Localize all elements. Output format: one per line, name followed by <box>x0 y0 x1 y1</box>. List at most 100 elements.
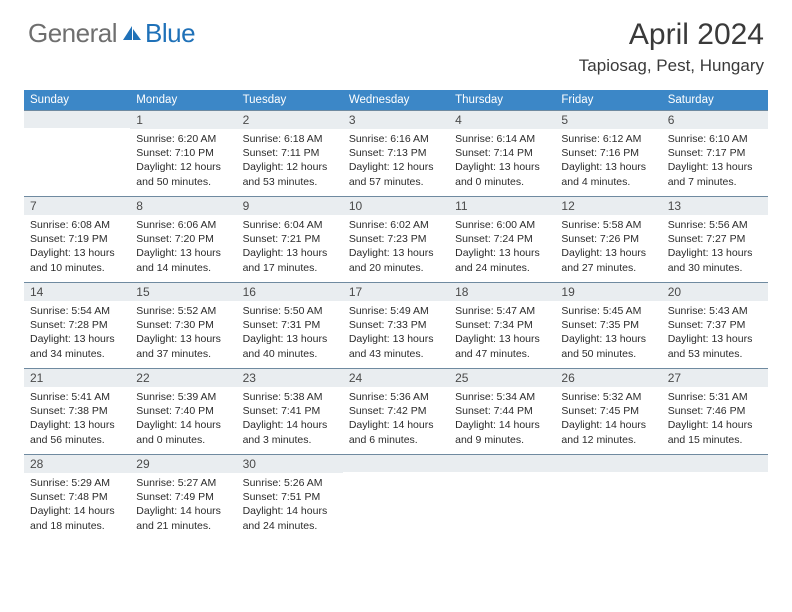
sunset-line: Sunset: 7:30 PM <box>136 318 230 332</box>
daylight-line: and 53 minutes. <box>243 175 337 189</box>
daylight-line: Daylight: 13 hours <box>136 332 230 346</box>
sunset-line: Sunset: 7:48 PM <box>30 490 124 504</box>
sunrise-line: Sunrise: 6:18 AM <box>243 132 337 146</box>
daylight-line: and 15 minutes. <box>668 433 762 447</box>
day-cell: 30Sunrise: 5:26 AMSunset: 7:51 PMDayligh… <box>237 454 343 540</box>
daylight-line: Daylight: 14 hours <box>30 504 124 518</box>
daylight-line: Daylight: 12 hours <box>349 160 443 174</box>
day-cell: 6Sunrise: 6:10 AMSunset: 7:17 PMDaylight… <box>662 110 768 196</box>
sunrise-line: Sunrise: 5:29 AM <box>30 476 124 490</box>
day-data: Sunrise: 6:02 AMSunset: 7:23 PMDaylight:… <box>343 215 449 279</box>
sunrise-line: Sunrise: 5:26 AM <box>243 476 337 490</box>
sunrise-line: Sunrise: 5:41 AM <box>30 390 124 404</box>
daylight-line: and 50 minutes. <box>561 347 655 361</box>
day-number: 7 <box>24 196 130 215</box>
sunset-line: Sunset: 7:49 PM <box>136 490 230 504</box>
day-data: Sunrise: 5:38 AMSunset: 7:41 PMDaylight:… <box>237 387 343 451</box>
day-cell: 19Sunrise: 5:45 AMSunset: 7:35 PMDayligh… <box>555 282 661 368</box>
daylight-line: Daylight: 13 hours <box>30 332 124 346</box>
location-text: Tapiosag, Pest, Hungary <box>579 56 764 76</box>
day-number: 10 <box>343 196 449 215</box>
daylight-line: and 40 minutes. <box>243 347 337 361</box>
day-cell: 3Sunrise: 6:16 AMSunset: 7:13 PMDaylight… <box>343 110 449 196</box>
daylight-line: Daylight: 13 hours <box>349 246 443 260</box>
daylight-line: and 9 minutes. <box>455 433 549 447</box>
day-data: Sunrise: 6:08 AMSunset: 7:19 PMDaylight:… <box>24 215 130 279</box>
day-number: 26 <box>555 368 661 387</box>
brand-part1: General <box>28 18 117 49</box>
sunset-line: Sunset: 7:44 PM <box>455 404 549 418</box>
sunrise-line: Sunrise: 5:36 AM <box>349 390 443 404</box>
sunrise-line: Sunrise: 5:47 AM <box>455 304 549 318</box>
brand-logo: General Blue <box>28 18 195 49</box>
daylight-line: Daylight: 14 hours <box>243 418 337 432</box>
day-number: 28 <box>24 454 130 473</box>
sunset-line: Sunset: 7:45 PM <box>561 404 655 418</box>
sunset-line: Sunset: 7:37 PM <box>668 318 762 332</box>
day-number: 20 <box>662 282 768 301</box>
sunset-line: Sunset: 7:16 PM <box>561 146 655 160</box>
day-number: 8 <box>130 196 236 215</box>
day-number: 5 <box>555 110 661 129</box>
week-row: 14Sunrise: 5:54 AMSunset: 7:28 PMDayligh… <box>24 282 768 368</box>
daylight-line: and 21 minutes. <box>136 519 230 533</box>
day-cell: 18Sunrise: 5:47 AMSunset: 7:34 PMDayligh… <box>449 282 555 368</box>
dayhead-mon: Monday <box>130 90 236 110</box>
day-number: 6 <box>662 110 768 129</box>
day-data: Sunrise: 5:56 AMSunset: 7:27 PMDaylight:… <box>662 215 768 279</box>
sunset-line: Sunset: 7:24 PM <box>455 232 549 246</box>
sunset-line: Sunset: 7:38 PM <box>30 404 124 418</box>
daylight-line: Daylight: 14 hours <box>349 418 443 432</box>
day-cell <box>555 454 661 540</box>
day-number: 24 <box>343 368 449 387</box>
daylight-line: Daylight: 13 hours <box>561 332 655 346</box>
day-data: Sunrise: 5:41 AMSunset: 7:38 PMDaylight:… <box>24 387 130 451</box>
daylight-line: and 20 minutes. <box>349 261 443 275</box>
sunset-line: Sunset: 7:14 PM <box>455 146 549 160</box>
day-cell: 28 Sunrise: 5:29 AMSunset: 7:48 PMDayligh… <box>24 454 130 540</box>
daylight-line: Daylight: 13 hours <box>668 160 762 174</box>
day-data: Sunrise: 5:54 AMSunset: 7:28 PMDaylight:… <box>24 301 130 365</box>
day-data: Sunrise: 6:14 AMSunset: 7:14 PMDaylight:… <box>449 129 555 193</box>
day-cell <box>343 454 449 540</box>
sunrise-line: Sunrise: 5:56 AM <box>668 218 762 232</box>
daylight-line: and 37 minutes. <box>136 347 230 361</box>
sunrise-line: Sunrise: 6:00 AM <box>455 218 549 232</box>
daylight-line: Daylight: 13 hours <box>349 332 443 346</box>
daylight-line: and 47 minutes. <box>455 347 549 361</box>
day-cell <box>662 454 768 540</box>
sunset-line: Sunset: 7:46 PM <box>668 404 762 418</box>
sunrise-line: Sunrise: 6:12 AM <box>561 132 655 146</box>
day-number: 22 <box>130 368 236 387</box>
day-data: Sunrise: 5:49 AMSunset: 7:33 PMDaylight:… <box>343 301 449 365</box>
day-number: 13 <box>662 196 768 215</box>
sunrise-line: Sunrise: 6:20 AM <box>136 132 230 146</box>
day-cell: 12Sunrise: 5:58 AMSunset: 7:26 PMDayligh… <box>555 196 661 282</box>
sunset-line: Sunset: 7:11 PM <box>243 146 337 160</box>
day-data: Sunrise: 5:27 AMSunset: 7:49 PMDaylight:… <box>130 473 236 537</box>
day-data: Sunrise: 6:04 AMSunset: 7:21 PMDaylight:… <box>237 215 343 279</box>
daylight-line: and 14 minutes. <box>136 261 230 275</box>
sunset-line: Sunset: 7:41 PM <box>243 404 337 418</box>
day-number: 23 <box>237 368 343 387</box>
daylight-line: Daylight: 14 hours <box>136 418 230 432</box>
daylight-line: and 12 minutes. <box>561 433 655 447</box>
daylight-line: Daylight: 14 hours <box>668 418 762 432</box>
day-data: Sunrise: 6:16 AMSunset: 7:13 PMDaylight:… <box>343 129 449 193</box>
daylight-line: Daylight: 14 hours <box>561 418 655 432</box>
sunrise-line: Sunrise: 6:04 AM <box>243 218 337 232</box>
day-cell <box>449 454 555 540</box>
sunrise-line: Sunrise: 5:43 AM <box>668 304 762 318</box>
empty-day-bar <box>449 454 555 472</box>
sunset-line: Sunset: 7:26 PM <box>561 232 655 246</box>
daylight-line: and 7 minutes. <box>668 175 762 189</box>
daylight-line: Daylight: 13 hours <box>455 160 549 174</box>
daylight-line: and 56 minutes. <box>30 433 124 447</box>
day-cell <box>24 110 130 196</box>
sunrise-line: Sunrise: 5:52 AM <box>136 304 230 318</box>
sunrise-line: Sunrise: 5:58 AM <box>561 218 655 232</box>
day-number: 17 <box>343 282 449 301</box>
day-data: Sunrise: 5:52 AMSunset: 7:30 PMDaylight:… <box>130 301 236 365</box>
daylight-line: and 57 minutes. <box>349 175 443 189</box>
day-data: Sunrise: 5:58 AMSunset: 7:26 PMDaylight:… <box>555 215 661 279</box>
